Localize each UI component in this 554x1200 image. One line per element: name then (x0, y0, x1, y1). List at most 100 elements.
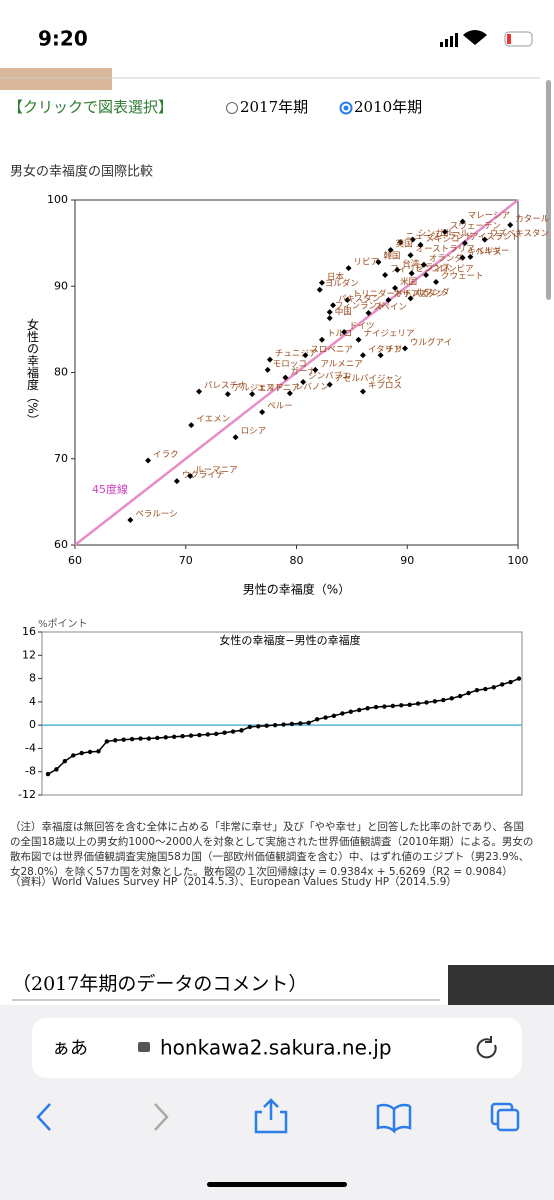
marker (390, 703, 396, 709)
point-label: アルメニア (320, 359, 362, 369)
point-label: 米国 (400, 276, 417, 287)
point-label: フィリピン (390, 265, 432, 275)
address-bar[interactable] (32, 1018, 522, 1078)
point (318, 279, 325, 286)
marker (163, 735, 168, 740)
point-label: 日本 (327, 271, 345, 282)
point (397, 239, 404, 246)
url[interactable]: honkawa2.sakura.ne.jp (160, 1036, 392, 1060)
y-tick-label: 12 (22, 648, 36, 661)
marker (516, 676, 522, 681)
point (326, 315, 333, 322)
point (467, 253, 474, 260)
radio[interactable] (226, 102, 238, 114)
point-label: レバノン (295, 383, 329, 393)
marker (79, 750, 84, 756)
toolbar (36, 1098, 520, 1134)
point-label: カタール (515, 215, 550, 225)
point-label: 英国 (396, 239, 413, 250)
point (459, 218, 466, 225)
point (330, 302, 337, 309)
point (385, 297, 392, 304)
point (196, 388, 203, 395)
point-label: 台湾 (402, 258, 420, 269)
x-tick-label: 90 (400, 554, 414, 567)
x-tick-label: 60 (68, 554, 82, 567)
point (282, 374, 289, 381)
back-button[interactable] (36, 1103, 51, 1131)
marker (239, 728, 244, 733)
marker (340, 711, 345, 716)
point (318, 336, 325, 343)
marker (491, 685, 496, 690)
marker (230, 729, 236, 734)
marker (129, 736, 135, 742)
point (359, 388, 366, 395)
share-button[interactable] (254, 1098, 288, 1134)
nav-option[interactable]: 2010年期 (354, 98, 422, 116)
point-label: エストニア (257, 384, 300, 394)
radio-selected[interactable] (339, 101, 353, 115)
ad-image (448, 965, 554, 1005)
marker (272, 722, 278, 728)
point-label: スウェーデン (450, 220, 501, 231)
x-axis-label: 男性の幸福度（%） (243, 582, 350, 597)
y-axis-label: 女性の幸福度（%） (26, 317, 40, 426)
point-label: オランダ (429, 253, 464, 264)
marker (121, 737, 126, 742)
home-indicator (207, 1182, 347, 1187)
point-label: ベラルーシ (135, 509, 177, 519)
forward-button[interactable] (154, 1103, 169, 1131)
section-heading: （2017年期のデータのコメント） (12, 973, 307, 995)
chart-title: 男女の幸福度の国際比較 (10, 164, 153, 180)
marker (87, 749, 93, 755)
marker (499, 682, 505, 687)
marker (306, 720, 311, 726)
bookmarks-button[interactable] (376, 1103, 412, 1134)
marker (432, 699, 438, 704)
y-tick-label: 8 (29, 672, 36, 685)
point (224, 391, 231, 398)
point-label: ウクライナ (182, 471, 224, 481)
nav-prefix: 【クリックで図表選択】 (8, 98, 173, 116)
point (266, 356, 273, 363)
reload-icon[interactable] (476, 1036, 497, 1059)
point-label: アイスランド (470, 233, 520, 243)
point (312, 366, 319, 373)
point-label: モロッコ (273, 359, 307, 369)
point (420, 261, 427, 268)
point (345, 265, 352, 272)
marker (197, 732, 202, 738)
point-label: イエメン (196, 415, 230, 425)
marker (247, 724, 253, 730)
marker (483, 686, 488, 692)
point-label: トリニダードトバゴ (352, 289, 429, 300)
y-tick-label: 80 (54, 366, 68, 379)
point-label: シンガポール (418, 228, 470, 239)
point (286, 390, 293, 397)
text-size-button[interactable]: ぁあ (52, 1038, 88, 1059)
point (402, 345, 409, 352)
point-label: トルコ (327, 329, 352, 339)
x-tick-label: 100 (508, 554, 529, 567)
point-label: マレーシア (468, 211, 510, 221)
marker (214, 731, 219, 737)
point-label: イタリア (368, 345, 402, 355)
point (407, 295, 414, 302)
marker (356, 707, 362, 713)
point-label: コロンビア (431, 265, 474, 275)
point-label: ロシア (241, 427, 267, 437)
marker (96, 749, 101, 754)
status-icons (440, 30, 533, 47)
y-tick-label: -8 (25, 765, 36, 778)
marker (407, 702, 412, 707)
marker (424, 700, 429, 705)
nav-option[interactable]: 2017年期 (240, 98, 308, 116)
point (375, 259, 382, 266)
point-label: ガーナ (290, 366, 316, 377)
marker (264, 723, 269, 728)
point-label: クウェート (441, 271, 484, 281)
point-label: ルーマニア (195, 466, 238, 476)
marker (323, 715, 328, 720)
